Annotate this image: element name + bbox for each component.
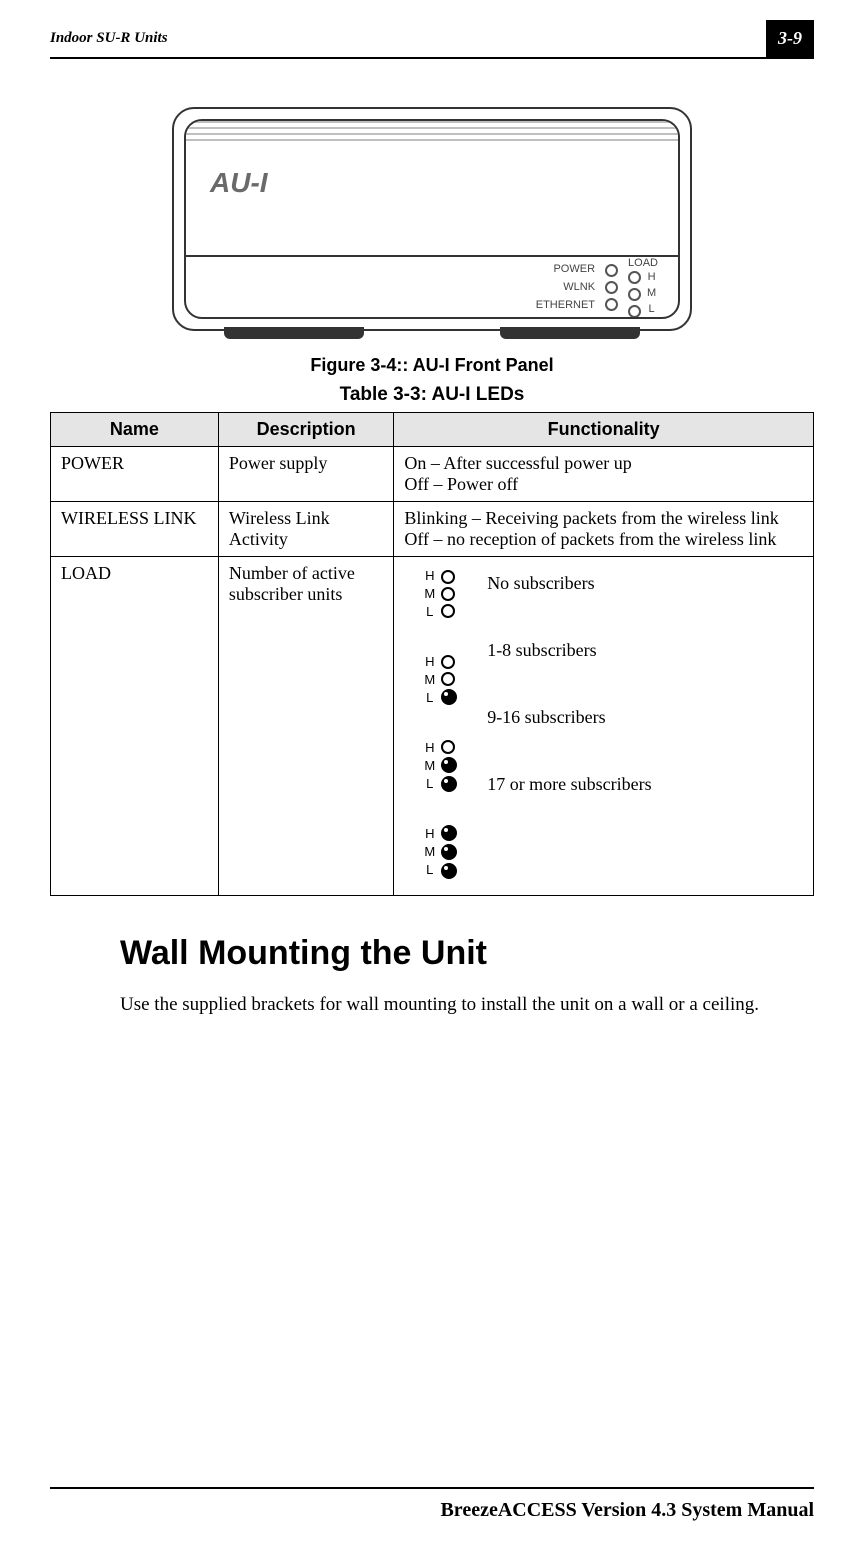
hml-label: M — [424, 671, 435, 689]
led-off-icon — [441, 655, 455, 669]
cell-functionality-load: HMLHMLHMLHML No subscribers1-8 subscribe… — [394, 557, 814, 896]
led-off-icon — [441, 604, 455, 618]
led-circle — [628, 288, 641, 301]
device-led-panel: POWER WLNK ETHERNET LOAD — [536, 257, 658, 318]
hml-label: H — [424, 739, 435, 757]
hml-label: M — [424, 843, 435, 861]
led-on-icon — [441, 689, 457, 705]
panel-load-label: LOAD — [628, 257, 658, 269]
cell-name: LOAD — [51, 557, 219, 896]
panel-hml-m: M — [647, 287, 656, 299]
load-state-text: 1-8 subscribers — [487, 640, 651, 661]
led-table: Name Description Functionality POWER Pow… — [50, 412, 814, 896]
load-state-text: 17 or more subscribers — [487, 774, 651, 795]
load-indicator: HML — [424, 653, 457, 707]
cell-functionality: Blinking – Receiving packets from the wi… — [394, 502, 814, 557]
table-row: POWER Power supply On – After successful… — [51, 447, 814, 502]
led-on-icon — [441, 863, 457, 879]
led-circle — [628, 271, 641, 284]
footer-text: BreezeACCESS Version 4.3 System Manual — [50, 1499, 814, 1522]
footer: BreezeACCESS Version 4.3 System Manual — [50, 1487, 814, 1522]
led-circle — [628, 305, 641, 318]
panel-hml-h: H — [648, 271, 656, 283]
led-circle — [605, 298, 618, 311]
header-rule — [50, 57, 814, 59]
led-on-icon — [441, 776, 457, 792]
load-indicator: HML — [424, 825, 457, 879]
section-body: Use the supplied brackets for wall mount… — [120, 992, 804, 1018]
cell-name: WIRELESS LINK — [51, 502, 219, 557]
led-circle — [605, 281, 618, 294]
table-caption: Table 3-3: AU-I LEDs — [50, 384, 814, 406]
panel-row-wlnk: WLNK — [536, 278, 595, 296]
load-state-text: 9-16 subscribers — [487, 707, 651, 728]
th-name: Name — [51, 413, 219, 447]
device-figure: AU-I POWER WLNK ETHERNET — [172, 107, 692, 331]
hml-label: L — [424, 775, 435, 793]
load-state-text: No subscribers — [487, 573, 651, 594]
led-off-icon — [441, 570, 455, 584]
cell-functionality: On – After successful power up Off – Pow… — [394, 447, 814, 502]
device-model-label: AU-I — [210, 167, 268, 199]
hml-label: L — [424, 861, 435, 879]
led-off-icon — [441, 672, 455, 686]
figure-caption: Figure 3-4:: AU-I Front Panel — [50, 355, 814, 376]
load-indicator: HML — [424, 739, 457, 793]
cell-name: POWER — [51, 447, 219, 502]
led-on-icon — [441, 825, 457, 841]
header-section: Indoor SU-R Units — [50, 30, 168, 47]
footer-rule — [50, 1487, 814, 1489]
cell-description: Power supply — [218, 447, 393, 502]
section-title: Wall Mounting the Unit — [120, 934, 814, 973]
th-functionality: Functionality — [394, 413, 814, 447]
cell-description: Wireless Link Activity — [218, 502, 393, 557]
hml-label: L — [424, 689, 435, 707]
load-indicator: HML — [424, 567, 457, 621]
hml-label: M — [424, 757, 435, 775]
hml-label: H — [424, 825, 435, 843]
led-on-icon — [441, 757, 457, 773]
hml-label: L — [424, 603, 435, 621]
led-circle — [605, 264, 618, 277]
panel-hml-l: L — [649, 303, 655, 315]
th-description: Description — [218, 413, 393, 447]
device-foot — [500, 327, 640, 339]
led-off-icon — [441, 587, 455, 601]
hml-label: M — [424, 585, 435, 603]
led-off-icon — [441, 740, 455, 754]
hml-label: H — [424, 653, 435, 671]
panel-row-ethernet: ETHERNET — [536, 296, 595, 314]
page-number: 3-9 — [766, 20, 814, 57]
hml-label: H — [424, 567, 435, 585]
device-foot — [224, 327, 364, 339]
table-row: WIRELESS LINK Wireless Link Activity Bli… — [51, 502, 814, 557]
table-row: LOAD Number of active subscriber units H… — [51, 557, 814, 896]
led-on-icon — [441, 844, 457, 860]
panel-row-power: POWER — [536, 260, 595, 278]
cell-description: Number of active subscriber units — [218, 557, 393, 896]
